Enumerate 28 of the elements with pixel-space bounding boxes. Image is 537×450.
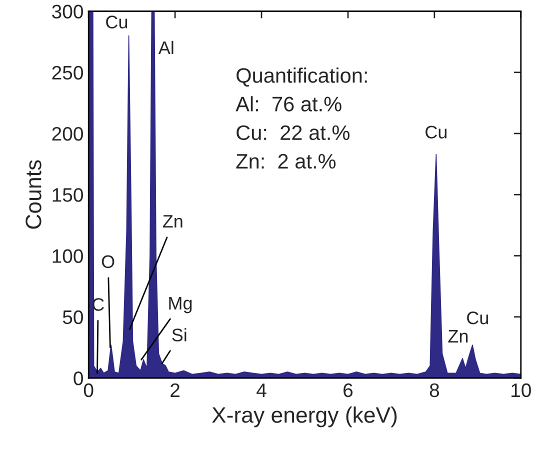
y-tick-label: 200 [52, 126, 83, 141]
annotation: Al [158, 40, 174, 54]
y-tick-label: 0 [74, 371, 83, 386]
x-tick-label: 8 [430, 383, 439, 398]
y-tick-label: 250 [52, 66, 83, 80]
x-tick-label: 10 [512, 383, 531, 398]
annotation: Zn [162, 215, 182, 228]
annotation: Quantification: [236, 68, 367, 87]
annotation: Cu: 22 at.% [236, 125, 350, 140]
annotation: Mg [169, 297, 192, 314]
annotation: O [102, 255, 114, 268]
x-axis-title: X-ray energy (keV) [212, 406, 397, 428]
annotation: Cu [467, 312, 488, 324]
annotation: Zn [448, 330, 468, 342]
y-axis-title: Counts [26, 160, 42, 229]
y-tick-label: 50 [62, 310, 83, 324]
annotation: Cu [106, 16, 128, 28]
y-tick-label: 100 [52, 249, 83, 263]
annotation: Si [172, 328, 186, 342]
x-tick-label: 0 [84, 383, 94, 398]
annotation: Cu [426, 126, 447, 138]
x-tick-label: 4 [256, 384, 266, 397]
y-tick-label: 300 [52, 4, 83, 18]
annotation: Al: 76 at.% [236, 96, 342, 112]
x-tick-label: 2 [170, 383, 180, 397]
y-tick-label: 150 [52, 188, 83, 202]
x-tick-label: 6 [344, 383, 353, 398]
annotation: Zn: 2 at.% [236, 154, 336, 169]
